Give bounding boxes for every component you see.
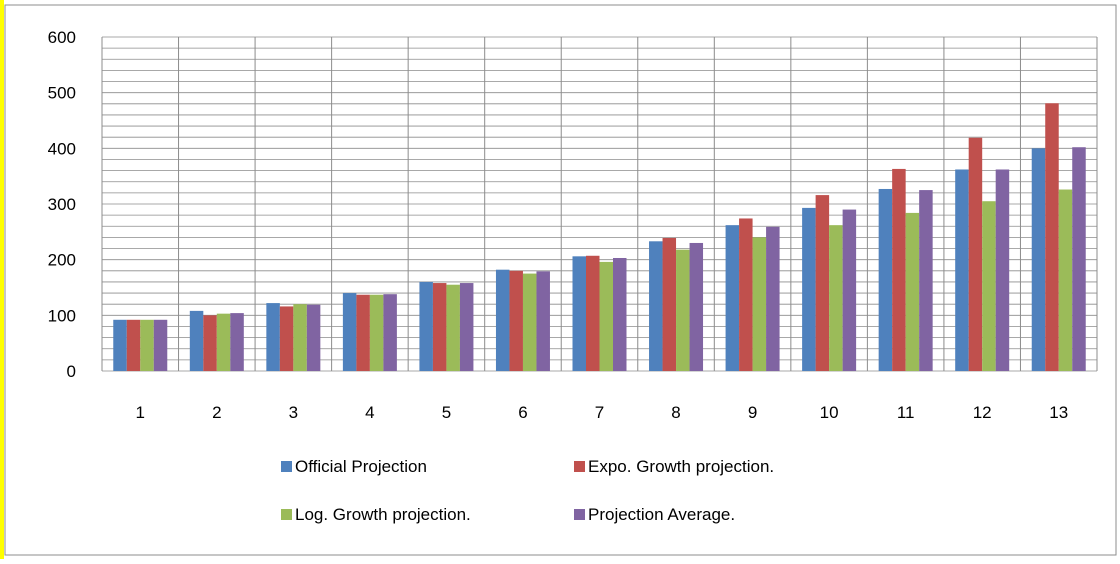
x-tick-label: 3: [289, 403, 298, 422]
bars: [113, 103, 1086, 371]
x-tick-label: 8: [671, 403, 680, 422]
x-tick-label: 9: [748, 403, 757, 422]
bar: [982, 201, 996, 371]
bar: [536, 271, 550, 371]
bar: [725, 225, 740, 371]
bar: [342, 293, 357, 371]
x-tick-label: 7: [595, 403, 604, 422]
bar: [1058, 189, 1073, 371]
bar: [306, 304, 321, 371]
x-tick-label: 2: [212, 403, 221, 422]
x-tick-label: 11: [897, 403, 915, 422]
bar: [905, 212, 920, 371]
legend-swatch: [281, 461, 292, 472]
bar: [572, 256, 586, 371]
y-tick-label: 300: [48, 195, 76, 214]
legend-swatch: [574, 509, 585, 520]
legend-label: Projection Average.: [588, 505, 735, 524]
bar: [189, 310, 204, 371]
bar: [203, 315, 217, 371]
bar: [432, 283, 447, 371]
bar: [586, 255, 600, 371]
bar: [216, 313, 231, 371]
bar: [369, 294, 384, 371]
bar: [230, 313, 244, 371]
bar: [1072, 147, 1086, 371]
bar: [613, 257, 627, 371]
y-tick-label: 500: [48, 84, 76, 103]
y-tick-label: 0: [67, 362, 76, 381]
bar: [446, 284, 460, 371]
bar: [140, 319, 154, 371]
bar: [892, 168, 906, 371]
y-tick-label: 100: [48, 306, 76, 325]
chart-border: [4, 4, 1117, 556]
bar: [279, 306, 294, 371]
bar: [126, 319, 141, 371]
bar: [293, 304, 307, 371]
bar: [739, 218, 753, 371]
legend: Official Projection Expo. Growth projecti…: [281, 457, 774, 524]
legend-swatch: [281, 509, 292, 520]
legend-label: Log. Growth projection.: [295, 505, 471, 524]
bar: [599, 261, 613, 371]
x-tick-label: 13: [1049, 403, 1068, 422]
bar: [459, 283, 474, 371]
bar: [522, 273, 537, 371]
x-tick-label: 1: [136, 403, 145, 422]
x-tick-label: 10: [820, 403, 839, 422]
bar: [955, 169, 969, 371]
left-accent-bar: [0, 0, 4, 559]
bar: [995, 169, 1010, 371]
bar: [676, 249, 690, 371]
bar: [1045, 103, 1059, 371]
bar: [689, 242, 704, 371]
bar: [968, 137, 983, 371]
bar: [509, 270, 523, 371]
bar: [649, 241, 663, 371]
bar: [113, 319, 127, 371]
bar: [878, 188, 893, 371]
bar: [383, 294, 397, 371]
bar: [495, 269, 510, 371]
bar: [766, 226, 780, 371]
x-tick-label: 12: [973, 403, 992, 422]
legend-label: Official Projection: [295, 457, 427, 476]
x-tick-label: 6: [518, 403, 527, 422]
bar: [802, 207, 816, 371]
bar: [153, 319, 168, 371]
x-tick-label: 5: [442, 403, 451, 422]
bar: [842, 209, 857, 371]
x-tick-label: 4: [365, 403, 374, 422]
bar: [752, 237, 767, 371]
bar: [1031, 148, 1046, 371]
bar: [919, 190, 933, 371]
bar: [419, 281, 433, 371]
legend-label: Expo. Growth projection.: [588, 457, 774, 476]
y-tick-label: 200: [48, 251, 76, 270]
y-tick-label: 400: [48, 139, 76, 158]
bar: [815, 195, 830, 371]
bar: [662, 237, 677, 371]
bar: [266, 303, 280, 371]
bar: [829, 225, 843, 371]
legend-swatch: [574, 461, 585, 472]
y-tick-label: 600: [48, 28, 76, 47]
bar: [356, 294, 370, 371]
